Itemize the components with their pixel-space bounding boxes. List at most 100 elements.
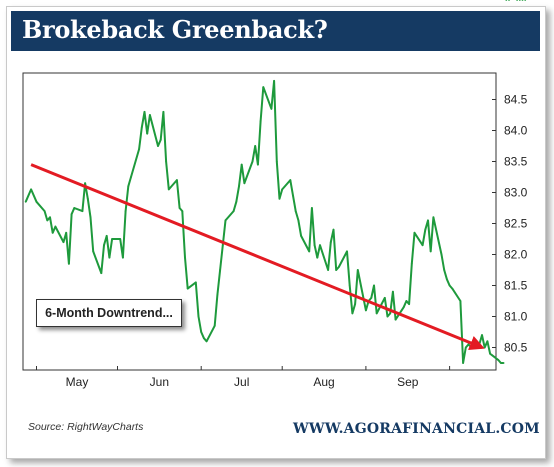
data-point — [111, 238, 113, 240]
data-point — [356, 269, 359, 271]
data-point — [270, 107, 273, 110]
data-point — [354, 303, 356, 305]
data-point — [146, 132, 149, 135]
data-point — [278, 197, 281, 200]
data-point — [462, 362, 464, 364]
data-point — [200, 331, 203, 333]
y-axis: 80.5 81.0 81.5 82.0 82.5 83.0 83.5 84.0 84.5 — [492, 93, 528, 355]
data-point — [292, 194, 294, 197]
data-point — [221, 244, 224, 247]
title-bar — [11, 11, 540, 51]
data-point — [429, 250, 432, 253]
data-point — [300, 235, 302, 237]
data-point — [332, 228, 335, 231]
data-point — [413, 231, 416, 234]
data-point — [518, 0, 521, 1]
x-tick-label: May — [66, 375, 89, 389]
data-point — [219, 269, 222, 271]
series-points — [24, 0, 527, 364]
data-point — [51, 231, 54, 234]
data-point — [294, 210, 297, 213]
data-point — [424, 228, 427, 231]
data-point — [308, 250, 311, 253]
data-point — [100, 272, 103, 274]
data-point — [30, 188, 32, 191]
data-point — [143, 111, 146, 113]
data-point — [448, 284, 451, 287]
data-point — [224, 219, 227, 222]
data-point — [346, 250, 348, 253]
data-point — [103, 244, 105, 247]
data-point — [432, 216, 435, 219]
data-point — [486, 340, 489, 343]
data-point — [392, 290, 394, 293]
data-point — [319, 244, 321, 247]
data-point — [176, 179, 178, 182]
data-point — [127, 185, 130, 188]
data-point — [240, 163, 243, 166]
data-point — [122, 256, 124, 259]
data-point — [383, 297, 386, 299]
data-point — [516, 0, 518, 1]
data-point — [184, 256, 186, 259]
data-point — [497, 359, 500, 361]
data-point — [335, 269, 338, 271]
data-point — [505, 0, 508, 1]
data-point — [370, 297, 373, 299]
y-tick-label: 80.5 — [504, 341, 528, 355]
data-point — [262, 86, 265, 88]
data-point — [243, 182, 246, 185]
data-point — [502, 362, 505, 364]
data-point — [254, 145, 257, 147]
data-point — [186, 287, 189, 290]
data-point — [373, 284, 375, 287]
data-point — [108, 256, 111, 259]
y-tick-label: 84.0 — [504, 124, 528, 138]
data-point — [130, 176, 132, 178]
data-point — [481, 334, 483, 336]
data-point — [140, 126, 143, 129]
series-line — [24, 79, 504, 364]
data-point — [89, 216, 92, 219]
data-point — [351, 312, 354, 315]
data-point — [92, 250, 95, 253]
data-point — [446, 278, 448, 281]
data-point — [316, 256, 319, 259]
data-point — [524, 0, 527, 1]
x-tick-label: Jul — [234, 375, 249, 389]
data-point — [489, 352, 491, 355]
data-point — [311, 207, 313, 209]
data-point — [408, 303, 410, 305]
data-point — [508, 0, 510, 1]
data-point — [105, 235, 108, 237]
data-point — [259, 120, 262, 123]
data-point — [86, 197, 89, 200]
data-point — [149, 114, 151, 116]
x-tick-label: Aug — [313, 375, 334, 389]
data-point — [329, 241, 332, 244]
data-point — [124, 210, 127, 213]
data-point — [119, 238, 122, 240]
data-point — [443, 269, 446, 271]
x-tick-label: Jun — [150, 375, 169, 389]
data-point — [394, 318, 397, 321]
x-axis: May Jun Jul Aug Sep — [36, 366, 451, 389]
data-point — [35, 200, 38, 203]
data-point — [386, 315, 389, 318]
data-point — [203, 337, 205, 340]
data-point — [375, 312, 378, 315]
y-tick-label: 83.5 — [504, 155, 528, 169]
data-point — [521, 0, 524, 1]
data-point — [165, 160, 168, 163]
data-point — [464, 346, 467, 349]
data-point — [68, 262, 70, 265]
data-point — [313, 244, 316, 247]
data-point — [232, 210, 235, 213]
data-point — [81, 210, 84, 213]
data-point — [500, 362, 502, 364]
data-point — [289, 179, 292, 182]
data-point — [84, 182, 86, 185]
data-point — [410, 262, 413, 265]
trend-arrow — [30, 163, 485, 350]
y-tick-label: 82.5 — [504, 217, 528, 231]
